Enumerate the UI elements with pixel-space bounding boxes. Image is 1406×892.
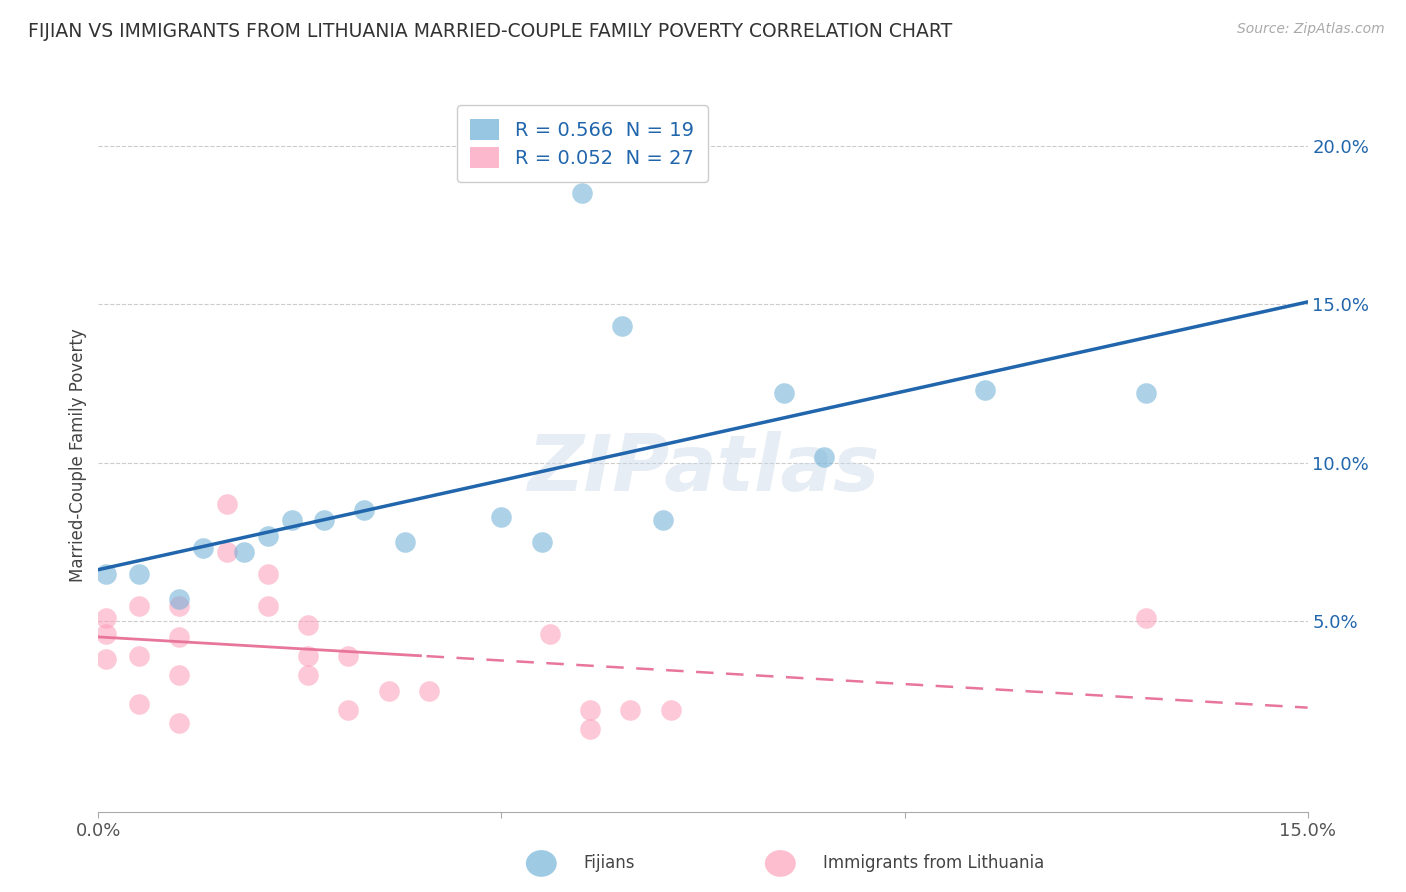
Text: FIJIAN VS IMMIGRANTS FROM LITHUANIA MARRIED-COUPLE FAMILY POVERTY CORRELATION CH: FIJIAN VS IMMIGRANTS FROM LITHUANIA MARR… bbox=[28, 22, 952, 41]
Point bbox=[297, 668, 319, 682]
Point bbox=[337, 703, 360, 717]
Point bbox=[167, 630, 190, 644]
Point bbox=[167, 592, 190, 607]
Point bbox=[579, 723, 602, 737]
Point bbox=[167, 599, 190, 613]
Legend: R = 0.566  N = 19, R = 0.052  N = 27: R = 0.566 N = 19, R = 0.052 N = 27 bbox=[457, 105, 707, 182]
Point bbox=[1135, 386, 1157, 401]
Point bbox=[619, 703, 641, 717]
Y-axis label: Married-Couple Family Poverty: Married-Couple Family Poverty bbox=[69, 328, 87, 582]
Point bbox=[96, 652, 118, 666]
Point bbox=[297, 617, 319, 632]
Point bbox=[974, 383, 997, 397]
Point bbox=[394, 535, 416, 549]
Point bbox=[256, 599, 278, 613]
Point bbox=[96, 566, 118, 581]
Point bbox=[217, 544, 239, 558]
Point bbox=[256, 566, 278, 581]
Point bbox=[232, 544, 254, 558]
Point bbox=[128, 649, 150, 664]
Point bbox=[96, 611, 118, 625]
Point bbox=[256, 529, 278, 543]
Point bbox=[128, 697, 150, 711]
Point bbox=[579, 703, 602, 717]
Point bbox=[217, 497, 239, 511]
Point bbox=[167, 715, 190, 730]
Point bbox=[337, 649, 360, 664]
Point bbox=[193, 541, 215, 556]
Point bbox=[281, 513, 304, 527]
Point bbox=[651, 513, 673, 527]
Point bbox=[128, 566, 150, 581]
Text: Source: ZipAtlas.com: Source: ZipAtlas.com bbox=[1237, 22, 1385, 37]
Point bbox=[418, 684, 440, 698]
Point bbox=[772, 386, 794, 401]
Text: Immigrants from Lithuania: Immigrants from Lithuania bbox=[823, 855, 1043, 872]
Point bbox=[167, 668, 190, 682]
Point bbox=[377, 684, 399, 698]
Point bbox=[571, 186, 593, 201]
Point bbox=[538, 627, 561, 641]
Point bbox=[297, 649, 319, 664]
Point bbox=[813, 450, 835, 464]
Point bbox=[530, 535, 553, 549]
Point bbox=[659, 703, 682, 717]
Text: Fijians: Fijians bbox=[583, 855, 636, 872]
Point bbox=[491, 509, 513, 524]
Point bbox=[314, 513, 336, 527]
Point bbox=[353, 503, 375, 517]
Text: ZIPatlas: ZIPatlas bbox=[527, 431, 879, 508]
Point bbox=[612, 319, 634, 334]
Point bbox=[128, 599, 150, 613]
Point bbox=[1135, 611, 1157, 625]
Point bbox=[96, 627, 118, 641]
